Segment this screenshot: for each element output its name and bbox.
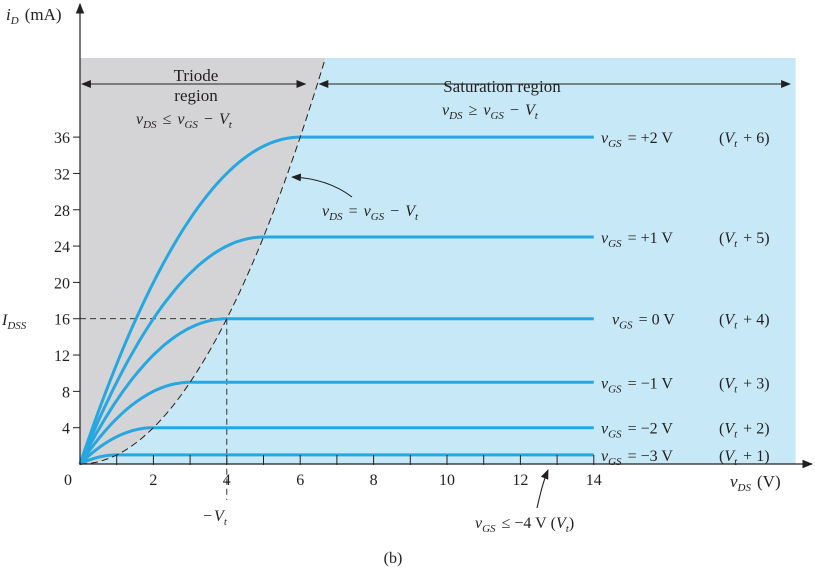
y-tick-label: 12: [54, 348, 70, 365]
saturation-title: Saturation region: [443, 77, 561, 96]
x-tick-label: 12: [512, 472, 528, 489]
curve-label-2: vGS = 0 V: [612, 312, 675, 332]
cutoff-label: vGS ≤ −4 V (Vt): [475, 515, 574, 535]
curve-group: [78, 135, 594, 466]
curve-overdrive-5: (Vt + 1): [719, 448, 770, 468]
curve-label-1: vGS = +1 V: [601, 230, 673, 250]
curve-label-group: vGS = +2 V (Vt + 6) vGS = +1 V (Vt + 5) vGS = 0 V…: [601, 130, 770, 468]
curve-overdrive-3: (Vt + 3): [719, 375, 770, 395]
curve-vgs-2: [78, 317, 594, 465]
y-tick-label: 32: [54, 166, 70, 183]
y-tick-label: 16: [54, 312, 70, 329]
x-tick-label: 6: [296, 472, 304, 489]
curve-vgs-4: [78, 426, 594, 466]
x-tick-label: 4: [223, 472, 231, 489]
x-tick-label: 0: [64, 472, 72, 489]
curve-vgs-3: [78, 380, 594, 465]
curve-vgs-5: [79, 453, 594, 466]
curve-label-4: vGS = −2 V: [601, 421, 673, 441]
y-tick-label: 36: [54, 130, 70, 147]
x-tick-label: 10: [439, 472, 455, 489]
curve-overdrive-2: (Vt + 4): [719, 312, 770, 332]
y-axis-title: iD (mA): [6, 5, 62, 27]
y-tick-label: 4: [62, 421, 70, 438]
triode-title-line2: region: [174, 86, 218, 105]
x-tick-label: 2: [149, 472, 157, 489]
x-axis-title: vDS (V): [730, 472, 781, 494]
saturation-region-area: [80, 58, 796, 464]
triode-saturation-boundary: [79, 57, 326, 465]
cutoff-pointer-arrow: [536, 469, 549, 509]
y-tick-label: 20: [54, 275, 70, 292]
curve-label-5: vGS = −3 V: [601, 448, 673, 468]
boundary-pointer-arrow: [291, 173, 353, 198]
curve-vgs-0: [78, 135, 594, 465]
boundary-label: vDS = vGS − Vt: [322, 203, 419, 223]
curve-vgs-1: [78, 235, 594, 465]
x-tick-label: 8: [370, 472, 378, 489]
neg-vt-label: − Vt: [203, 508, 228, 528]
y-tick-label: 8: [62, 384, 70, 401]
idss-label: IDSS: [1, 312, 27, 332]
triode-condition: vDS ≤ vGS − Vt: [136, 111, 233, 131]
triode-title-line1: Triode: [174, 66, 219, 85]
curve-overdrive-4: (Vt + 2): [719, 421, 770, 441]
figure-caption: (b): [384, 550, 403, 567]
y-tick-label: 24: [54, 239, 70, 256]
y-tick-label: 28: [54, 203, 70, 220]
saturation-condition: vDS ≥ vGS − Vt: [442, 102, 539, 122]
curve-label-3: vGS = −1 V: [601, 375, 673, 395]
curve-label-0: vGS = +2 V: [601, 130, 673, 150]
curve-overdrive-1: (Vt + 5): [719, 230, 770, 250]
curve-overdrive-0: (Vt + 6): [719, 130, 770, 150]
x-tick-label: 14: [586, 472, 602, 489]
